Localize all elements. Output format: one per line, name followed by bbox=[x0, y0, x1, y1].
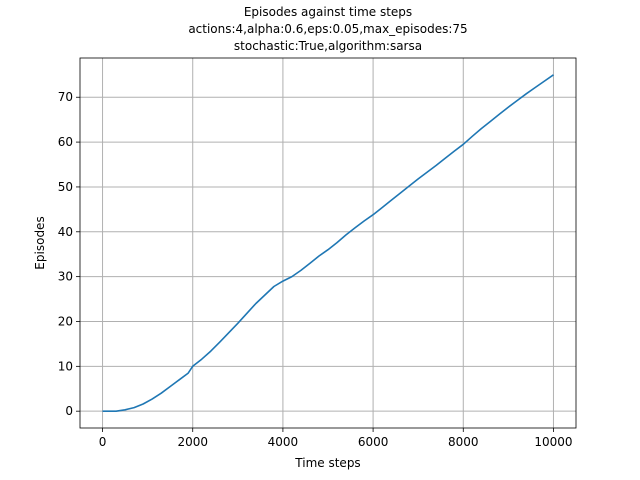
y-tick-label: 30 bbox=[58, 270, 73, 284]
y-axis-label: Episodes bbox=[33, 216, 47, 269]
x-tick-label: 8000 bbox=[448, 435, 479, 449]
x-tick-label: 4000 bbox=[268, 435, 299, 449]
x-tick-label: 6000 bbox=[358, 435, 389, 449]
x-tick-label: 10000 bbox=[534, 435, 572, 449]
plot-frame bbox=[79, 57, 577, 429]
y-tick-label: 0 bbox=[65, 404, 73, 418]
x-axis-label: Time steps bbox=[294, 456, 360, 470]
x-tick-label: 2000 bbox=[177, 435, 208, 449]
axis-ticks: 0 2000 4000 6000 8000 10000 0 10 20 30 40 50 60 70 bbox=[58, 90, 573, 449]
y-tick-label: 60 bbox=[58, 135, 73, 149]
y-tick-label: 70 bbox=[58, 90, 73, 104]
chart-title: Episodes against time steps bbox=[244, 5, 412, 19]
y-tick-label: 10 bbox=[58, 359, 73, 373]
series-layer bbox=[102, 74, 554, 413]
chart-subtitle-params: actions:4,alpha:0.6,eps:0.05,max_episode… bbox=[188, 22, 467, 36]
x-tick-label: 0 bbox=[99, 435, 107, 449]
y-tick-label: 40 bbox=[58, 225, 73, 239]
grid bbox=[80, 58, 576, 428]
y-tick-label: 50 bbox=[58, 180, 73, 194]
series-line bbox=[102, 74, 554, 413]
y-tick-label: 20 bbox=[58, 314, 73, 328]
chart-subtitle-settings: stochastic:True,algorithm:sarsa bbox=[234, 39, 422, 53]
